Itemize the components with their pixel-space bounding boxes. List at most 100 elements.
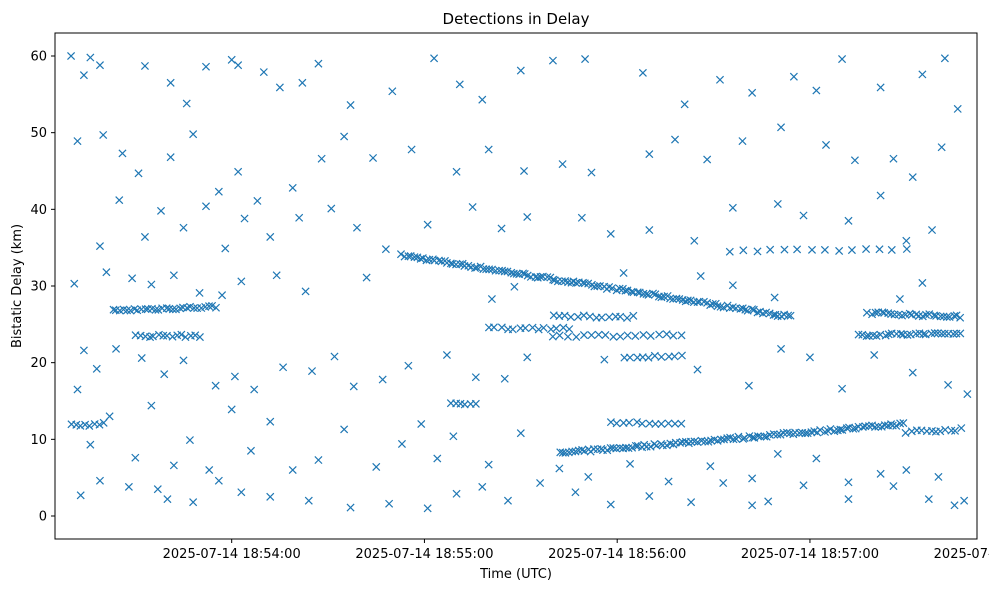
detection-point [902,245,911,254]
detection-point [369,153,378,162]
detection-point [945,312,954,322]
detection-point [304,496,313,505]
detection-point [572,332,581,342]
detection-point [612,419,621,428]
detection-point [734,432,743,441]
detection-point [266,232,275,241]
detection-point [92,364,101,373]
detection-point [956,329,965,338]
detection-point [574,312,583,321]
detection-point [875,245,884,254]
detection-point [696,272,705,281]
detection-point [140,232,149,241]
detection-point [648,289,658,298]
detection-point [417,419,426,429]
detection-point [609,443,618,453]
detection-point [919,329,928,339]
detection-point [631,441,640,450]
detection-point [593,282,602,291]
detection-point [189,303,198,313]
detection-point [621,286,630,295]
detection-point [876,469,885,478]
detection-point [638,419,647,428]
detection-point [942,312,951,321]
detection-point [657,352,666,362]
detection-point [749,305,758,314]
detection-point [899,419,908,428]
detection-point [616,312,625,321]
detection-point [169,461,178,470]
detection-point [123,306,132,315]
detection-point [497,224,506,233]
detection-point [147,401,156,410]
y-axis-label: Bistatic Delay (km) [10,224,25,348]
detection-point [418,254,427,263]
detection-point [288,183,297,192]
detection-point [510,282,519,291]
detection-point [902,236,911,245]
x-tick-label: 2025-07-14 18:58:00 [934,547,989,562]
detection-point [838,425,847,434]
detection-point [678,437,687,446]
detection-point [275,83,284,92]
detection-point [533,273,542,282]
detection-point [748,305,757,314]
detection-point [936,427,945,436]
detection-point [478,95,487,104]
detection-point [664,477,673,486]
detection-point [887,310,896,319]
detection-point [349,382,358,391]
detection-point [782,428,791,437]
detection-point [423,220,432,229]
detection-point [584,472,593,481]
detection-point [230,372,239,381]
detection-point [650,351,659,360]
detection-point [633,288,642,297]
y-tick-label: 20 [30,356,47,371]
detection-point [516,66,525,75]
detection-point [847,246,856,255]
detection-point [73,385,82,394]
detection-point [908,173,917,182]
detection-point [168,332,177,341]
detection-point [552,324,561,333]
detection-point [892,421,901,430]
detection-point [295,213,304,222]
detection-point [156,206,166,215]
detection-point [536,272,545,281]
detection-point [835,246,844,255]
detection-point [638,68,647,77]
detection-point [766,245,775,254]
detection-point [930,329,939,338]
detection-point [95,420,104,429]
detection-point [99,130,108,139]
detection-point [201,62,211,71]
detection-point [645,492,654,501]
x-tick-label: 2025-07-14 18:57:00 [741,547,879,562]
detection-point [237,488,246,497]
detection-point [773,430,782,439]
detection-point [137,354,146,363]
detection-point [940,329,949,338]
chart-title: Detections in Delay [443,10,590,28]
detection-point [489,323,498,332]
detection-point [600,355,609,364]
detection-point [950,501,959,510]
detection-point [889,154,898,163]
detection-point [789,72,798,81]
detection-point [497,323,506,332]
detection-point [795,428,804,438]
detection-point [723,434,732,443]
detection-point [870,350,879,360]
detection-point [182,99,191,108]
detection-point [478,482,487,491]
detection-point [662,330,671,339]
detection-point [880,421,889,430]
detection-point [378,375,387,384]
detection-point [876,191,885,200]
x-tick-label: 2025-07-14 18:54:00 [163,547,301,562]
detection-point [327,204,336,213]
detection-point [578,445,587,454]
detection-point [571,488,580,497]
detection-point [934,472,943,481]
